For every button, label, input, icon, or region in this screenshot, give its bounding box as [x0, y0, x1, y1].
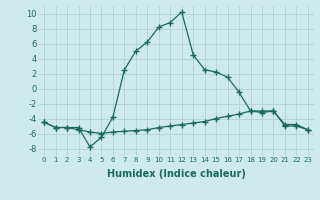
- X-axis label: Humidex (Indice chaleur): Humidex (Indice chaleur): [107, 169, 245, 179]
